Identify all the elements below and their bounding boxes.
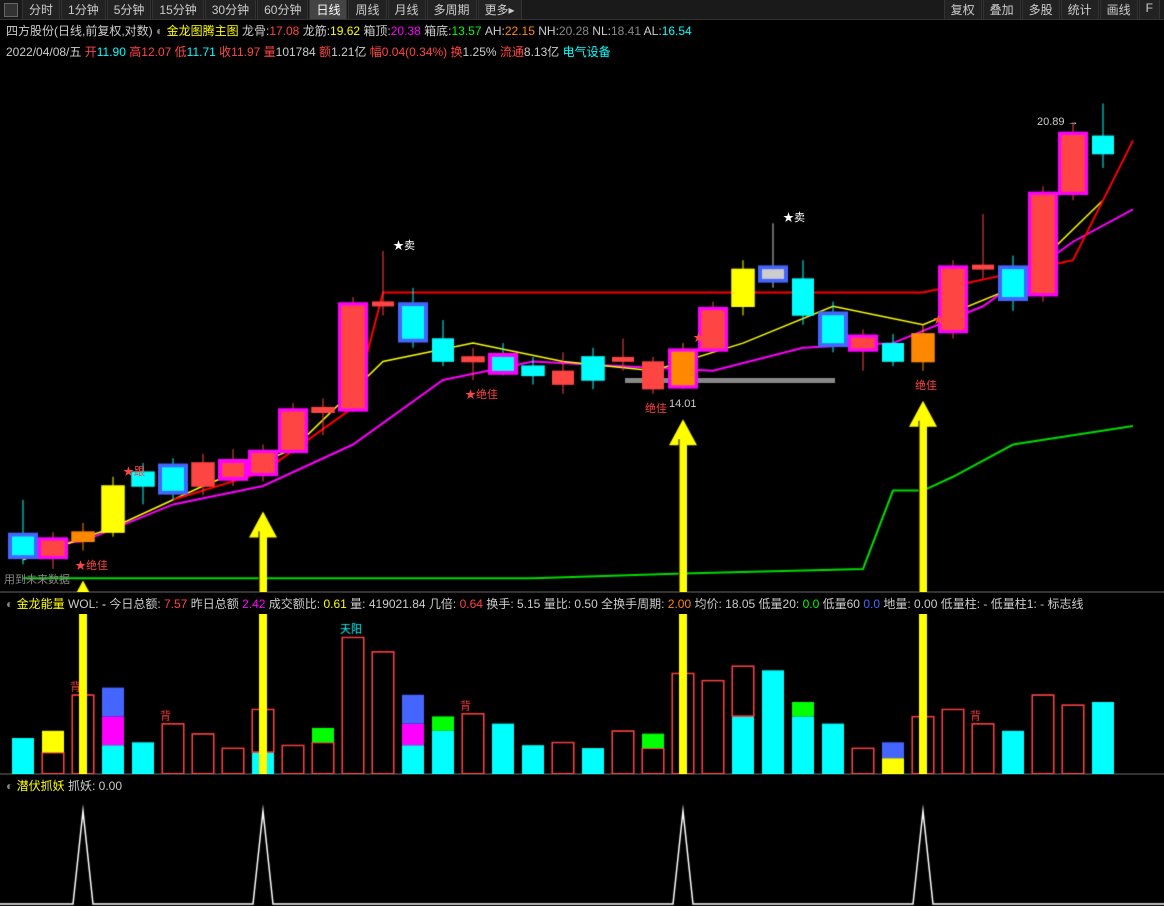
timeframe-6[interactable]: 日线 <box>309 0 347 20</box>
toolbar-right-3[interactable]: 统计 <box>1061 0 1099 20</box>
indicator-header: ◐ 潜伏抓妖 抓妖: 0.00 <box>0 774 1164 796</box>
timeframe-2[interactable]: 5分钟 <box>107 0 152 20</box>
timeframe-0[interactable]: 分时 <box>22 0 60 20</box>
timeframe-1[interactable]: 1分钟 <box>61 0 106 20</box>
timeframe-4[interactable]: 30分钟 <box>205 0 256 20</box>
toolbar-right-2[interactable]: 多股 <box>1022 0 1060 20</box>
toolbar-right-5[interactable]: F <box>1139 0 1160 20</box>
timeframe-8[interactable]: 月线 <box>388 0 426 20</box>
toolbar-right-1[interactable]: 叠加 <box>983 0 1021 20</box>
toolbar-right-0[interactable]: 复权 <box>944 0 982 20</box>
timeframe-5[interactable]: 60分钟 <box>257 0 308 20</box>
stock-info-line2: 2022/04/08/五 开11.90 高12.07 低11.71 收11.97… <box>0 41 1164 62</box>
toolbar-right-buttons: 复权叠加多股统计画线F <box>944 0 1160 20</box>
timeframe-9[interactable]: 多周期 <box>427 0 477 20</box>
app-icon <box>4 3 18 17</box>
toolbar-right-4[interactable]: 画线 <box>1100 0 1138 20</box>
main-candlestick-chart[interactable]: ★绝佳★跟★卖★绝佳绝佳14.01★跟★卖★跟绝佳20.89 →用到未来数据 <box>0 62 1164 592</box>
timeframe-10[interactable]: 更多▸ <box>478 0 522 20</box>
timeframe-toolbar: 分时1分钟5分钟15分钟30分钟60分钟日线周线月线多周期更多▸ 复权叠加多股统… <box>0 0 1164 20</box>
timeframe-7[interactable]: 周线 <box>348 0 386 20</box>
timeframe-3[interactable]: 15分钟 <box>152 0 203 20</box>
indicator-chart[interactable] <box>0 796 1164 906</box>
volume-header: ◐ 金龙能量 WOL: - 今日总额: 7.57 昨日总额 2.42 成交额比:… <box>0 592 1164 614</box>
stock-info-line1: 四方股份(日线,前复权,对数) ◐ 金龙图腾主图 龙骨:17.08 龙筋:19.… <box>0 20 1164 41</box>
volume-chart[interactable] <box>0 614 1164 774</box>
timeframe-buttons: 分时1分钟5分钟15分钟30分钟60分钟日线周线月线多周期更多▸ <box>22 0 944 20</box>
